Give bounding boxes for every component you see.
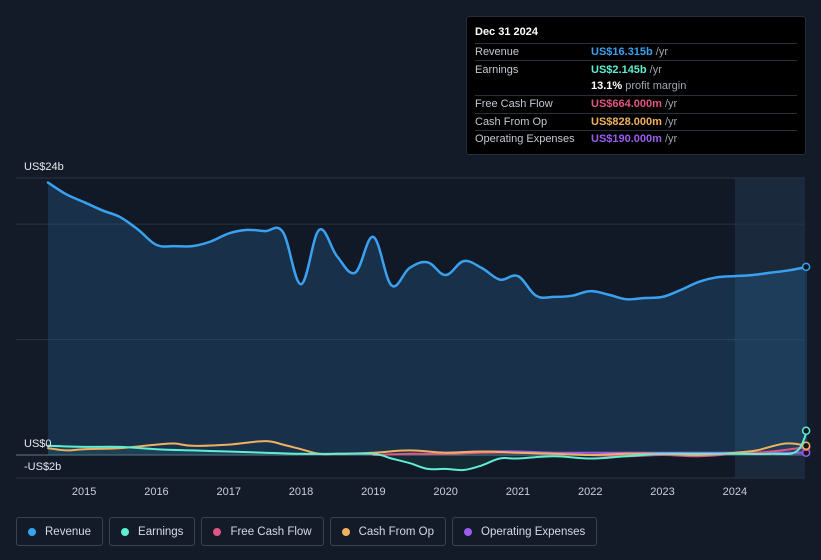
tooltip-row-profit-margin: 13.1% profit margin <box>475 78 797 95</box>
tooltip-unit: /yr <box>649 63 662 76</box>
legend-operating-expenses[interactable]: Operating Expenses <box>452 517 598 546</box>
chart-legend: Revenue Earnings Free Cash Flow Cash Fro… <box>16 517 598 546</box>
legend-label: Revenue <box>45 525 92 538</box>
legend-free-cash-flow[interactable]: Free Cash Flow <box>201 517 324 546</box>
tooltip-row-earnings: Earnings US$2.145b /yr <box>475 60 797 77</box>
x-tick-label: 2018 <box>289 486 313 498</box>
tooltip-label: Free Cash Flow <box>475 98 553 111</box>
tooltip-value: 13.1% <box>591 80 623 93</box>
x-tick-label: 2017 <box>217 486 241 498</box>
legend-dot-icon <box>213 527 222 536</box>
tooltip-value: US$190.000m <box>591 133 662 146</box>
line-chart: US$24b US$0 -US$2b 2015 2016 2017 2018 2019 2020… <box>16 161 811 498</box>
tooltip-value: US$2.145b <box>591 63 647 76</box>
y-axis-top-label: US$24b <box>24 161 64 173</box>
legend-revenue[interactable]: Revenue <box>16 517 104 546</box>
tooltip-row-free-cash-flow: Free Cash Flow US$664.000m /yr <box>475 95 797 112</box>
series-line-earnings <box>47 429 809 472</box>
tooltip-row-cash-from-op: Cash From Op US$828.000m /yr <box>475 112 797 130</box>
legend-label: Earnings <box>138 525 184 538</box>
x-tick-label: 2024 <box>723 486 747 498</box>
tooltip-unit: profit margin <box>625 80 687 93</box>
legend-dot-icon <box>464 527 473 536</box>
tooltip-unit: /yr <box>655 46 668 59</box>
legend-dot-icon <box>28 527 36 536</box>
legend-label: Free Cash Flow <box>230 525 312 538</box>
tooltip-unit: /yr <box>664 98 678 111</box>
revenue-area <box>48 182 808 455</box>
series-end-marker <box>801 262 811 272</box>
series-line-cash-from-op <box>47 440 809 457</box>
tooltip-row-operating-expenses: Operating Expenses US$190.000m /yr <box>475 129 797 147</box>
series-end-marker <box>801 441 811 451</box>
y-axis-neg-label: -US$2b <box>24 461 61 473</box>
legend-label: Cash From Op <box>358 525 435 538</box>
tooltip-label: Operating Expenses <box>475 133 575 146</box>
tooltip-value: US$828.000m <box>591 115 662 128</box>
legend-label: Operating Expenses <box>481 525 586 538</box>
highlight-region <box>734 178 805 478</box>
legend-earnings[interactable]: Earnings <box>109 517 196 546</box>
x-tick-label: 2021 <box>506 486 530 498</box>
x-tick-label: 2023 <box>650 486 674 498</box>
series-line-revenue <box>46 181 809 301</box>
tooltip-row-revenue: Revenue US$16.315b /yr <box>475 43 797 60</box>
tooltip-unit: /yr <box>664 133 678 146</box>
past-region <box>48 178 735 478</box>
x-tick-label: 2015 <box>72 486 96 498</box>
series-end-marker <box>801 426 811 436</box>
x-tick-label: 2020 <box>433 486 457 498</box>
tooltip-value: US$664.000m <box>591 98 662 111</box>
legend-dot-icon <box>341 527 350 536</box>
x-tick-label: 2022 <box>578 486 602 498</box>
tooltip-value: US$16.315b <box>591 46 653 59</box>
tooltip-label: Revenue <box>475 46 520 59</box>
legend-cash-from-op[interactable]: Cash From Op <box>329 517 447 546</box>
data-tooltip: Dec 31 2024 Revenue US$16.315b /yr Earni… <box>466 16 806 155</box>
earnings-area <box>48 430 808 471</box>
y-axis-zero-label: US$0 <box>24 438 52 450</box>
tooltip-label: Cash From Op <box>475 115 548 128</box>
x-tick-label: 2016 <box>144 486 168 498</box>
tooltip-unit: /yr <box>664 115 678 128</box>
legend-dot-icon <box>121 527 130 536</box>
tooltip-date: Dec 31 2024 <box>475 26 538 38</box>
tooltip-label: Earnings <box>475 63 519 76</box>
x-tick-label: 2019 <box>361 486 385 498</box>
